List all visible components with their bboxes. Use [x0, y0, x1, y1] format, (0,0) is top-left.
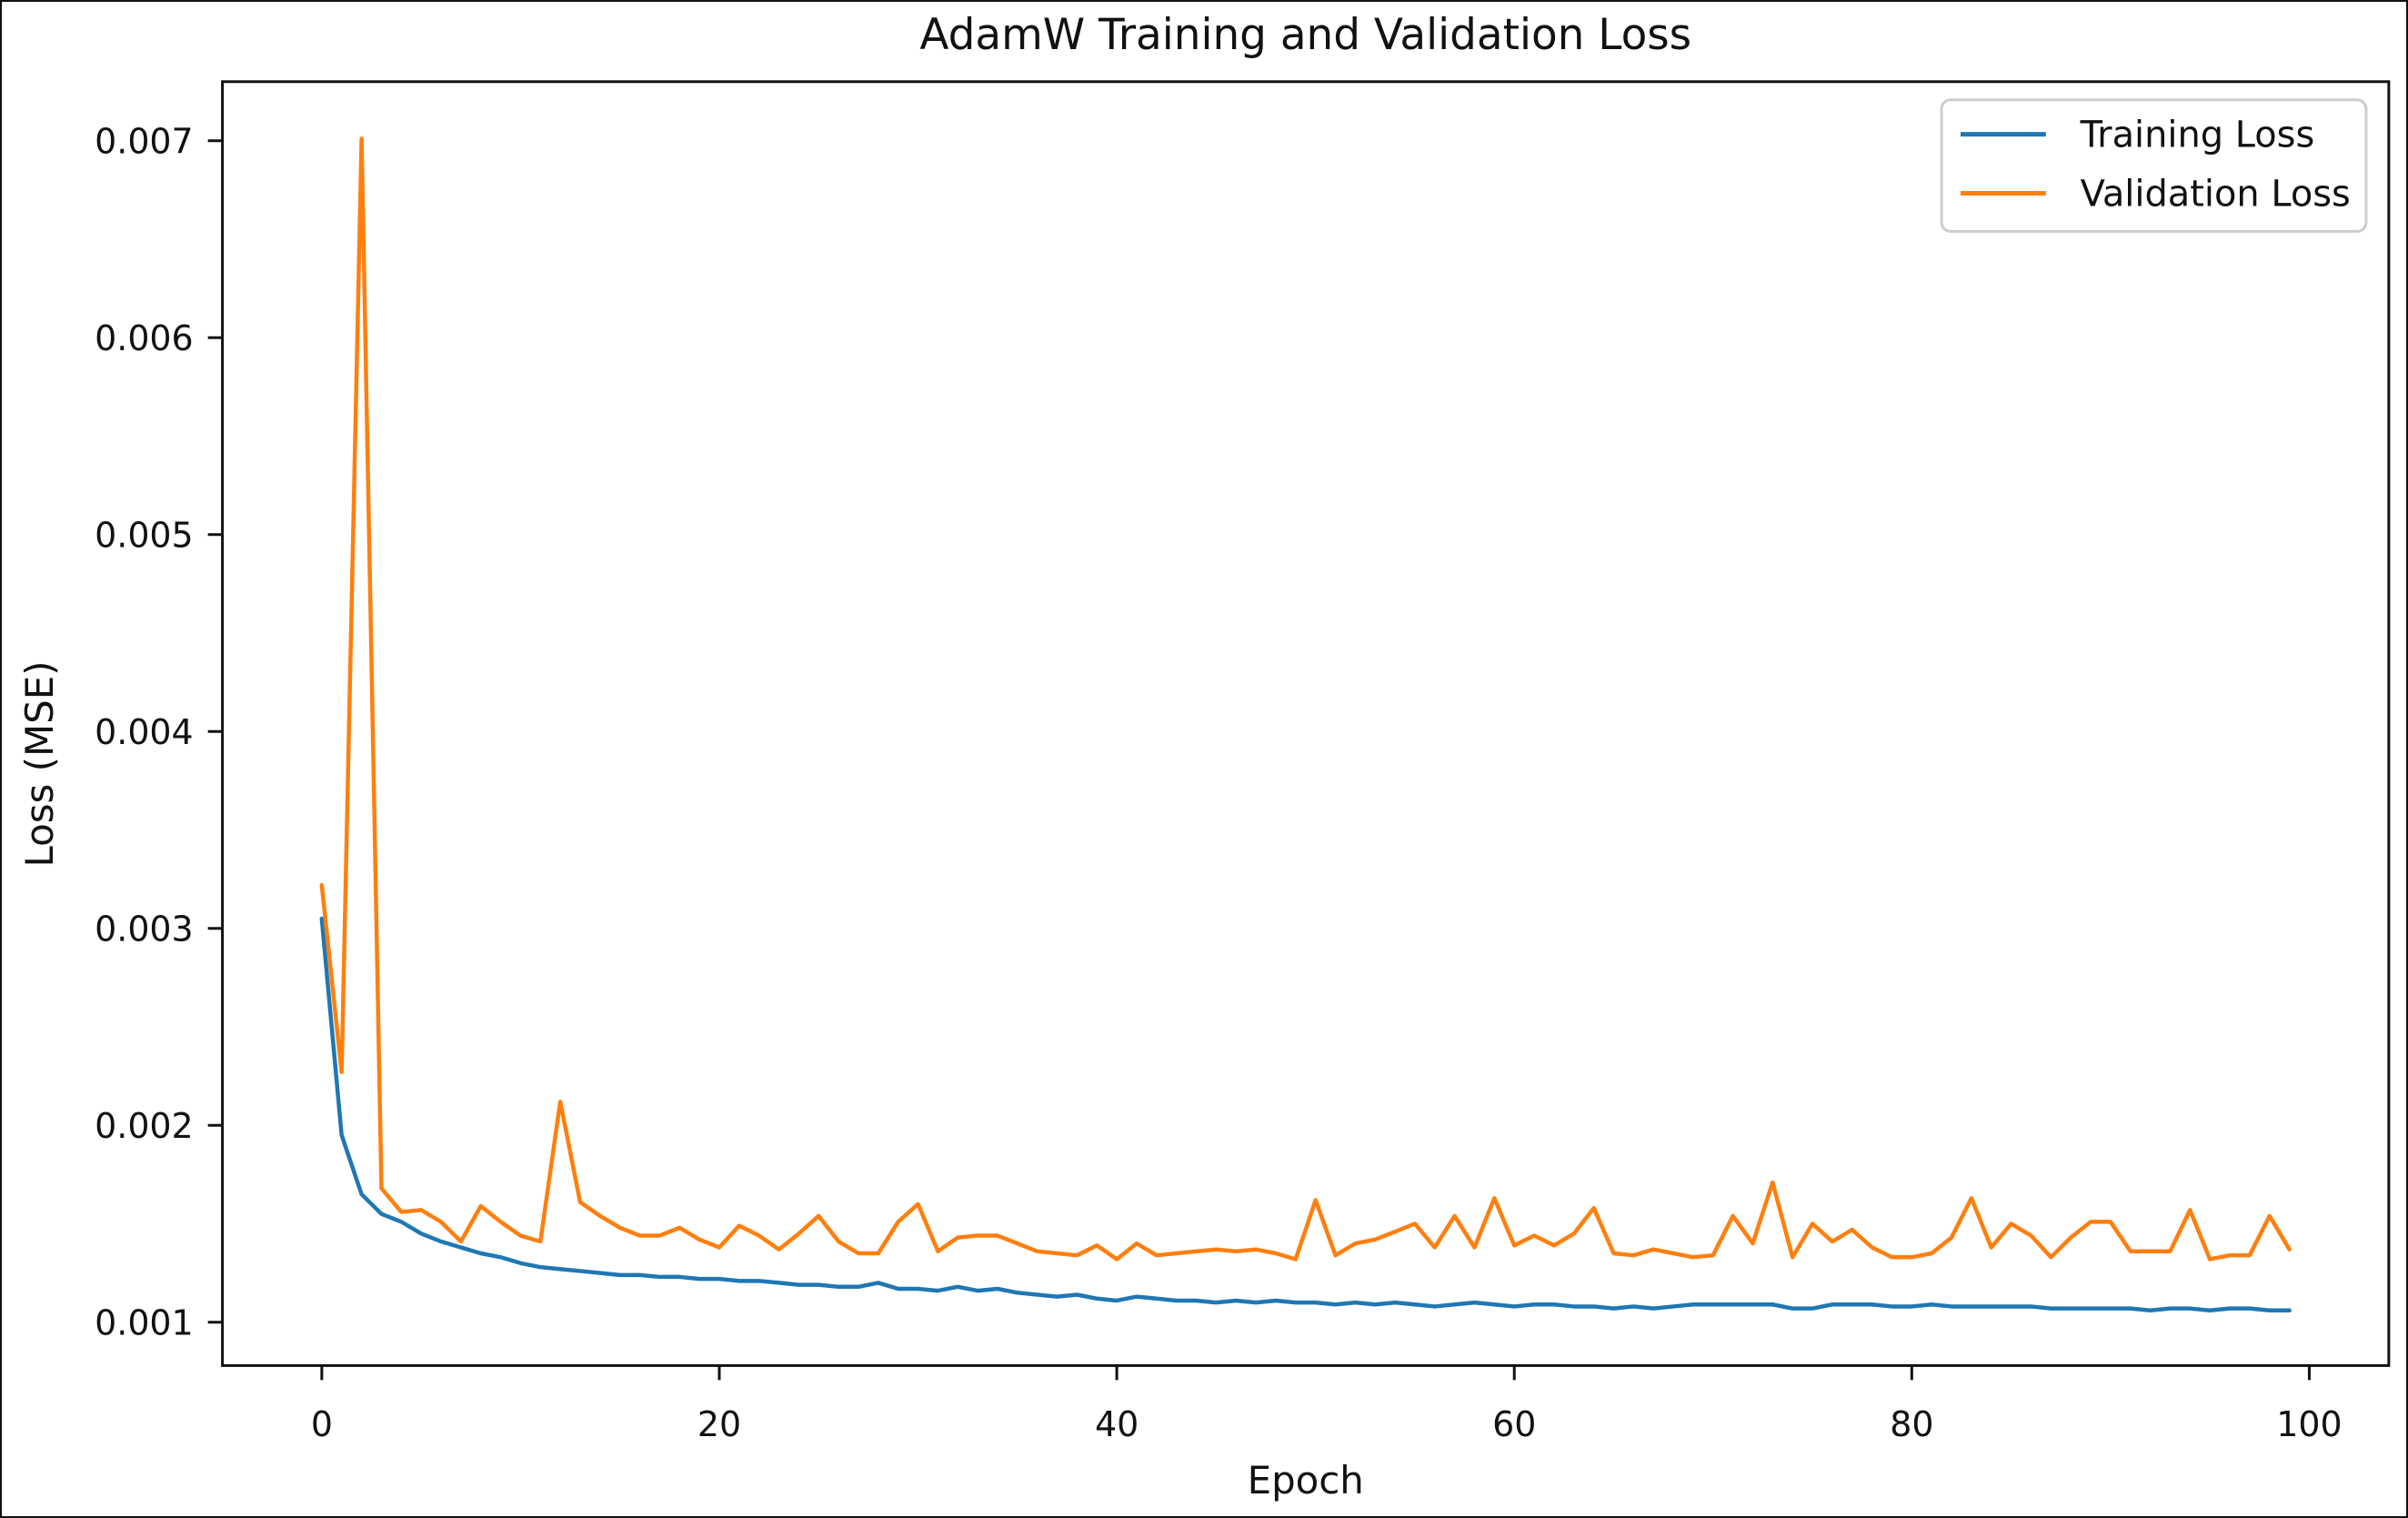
plot-frame	[221, 80, 2391, 1367]
x-axis-ticks: 0 20 40 60 80 100	[311, 1365, 2343, 1444]
x-tick-label: 60	[1492, 1404, 1536, 1444]
y-tick-label: 0.003	[95, 910, 193, 950]
training-loss-line	[319, 916, 2292, 1312]
validation-loss-line	[319, 136, 2292, 1262]
x-tick-label: 20	[697, 1404, 741, 1444]
y-tick-label: 0.004	[95, 712, 193, 752]
y-tick-label: 0.006	[95, 318, 193, 358]
legend-label-validation: Validation Loss	[2081, 173, 2351, 215]
chart-title: AdamW Training and Validation Loss	[919, 10, 1691, 60]
legend: Training Loss Validation Loss	[1940, 98, 2368, 233]
x-tick-label: 80	[1890, 1404, 1933, 1444]
legend-label-training: Training Loss	[2080, 115, 2315, 156]
y-tick-label: 0.007	[95, 122, 193, 162]
legend-item-training: Training Loss	[1961, 115, 2314, 156]
legend-item-validation: Validation Loss	[1961, 173, 2351, 215]
x-tick-label: 0	[311, 1404, 333, 1444]
series-lines	[319, 136, 2292, 1312]
y-tick-label: 0.005	[95, 516, 193, 556]
y-tick-label: 0.002	[95, 1106, 193, 1146]
y-axis-ticks: 0.001 0.002 0.003 0.004 0.005 0.006 0.007	[95, 122, 223, 1343]
x-tick-label: 40	[1095, 1404, 1139, 1444]
y-tick-label: 0.001	[95, 1303, 193, 1343]
y-axis-label: Loss (MSE)	[17, 660, 62, 867]
legend-box	[1940, 98, 2368, 233]
x-axis-label: Epoch	[1248, 1458, 1364, 1503]
x-tick-label: 100	[2276, 1404, 2342, 1444]
